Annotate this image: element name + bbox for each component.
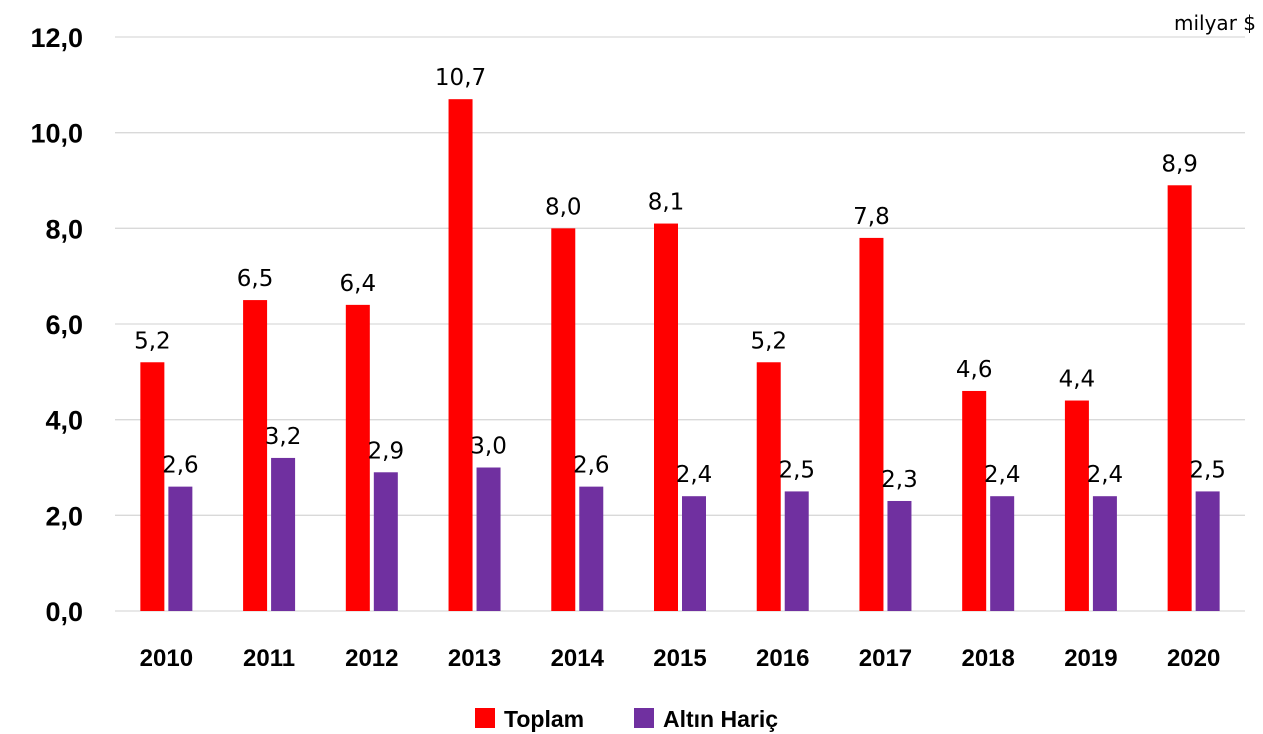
data-label: 2,4: [1087, 462, 1124, 488]
data-label: 2,5: [1189, 457, 1226, 483]
bar-toplam: [1064, 400, 1089, 611]
bar-altin-haric: [682, 496, 706, 611]
legend-label: Altın Hariç: [663, 706, 778, 732]
data-labels: 5,2 6,5 6,4 10,7 8,0 8,1 5,2 7,8 4,6 4,4 8,9 2,6 3,2…: [134, 65, 1226, 493]
bar-toplam: [448, 99, 473, 611]
bar-altin-haric: [1092, 496, 1117, 611]
y-tick-label: 0,0: [45, 597, 83, 627]
data-label: 6,5: [237, 266, 274, 292]
bar-toplam: [551, 228, 576, 612]
y-axis: 0,0 2,0 4,0 6,0 8,0 10,0 12,0: [30, 23, 83, 627]
bar-toplam: [756, 362, 781, 611]
data-label: 6,4: [340, 271, 377, 297]
x-tick-label: 2016: [756, 645, 809, 672]
x-tick-label: 2010: [140, 645, 193, 672]
x-tick-label: 2014: [551, 645, 605, 672]
data-label: 7,8: [853, 204, 890, 230]
bar-toplam: [1167, 185, 1192, 612]
data-label: 4,6: [956, 357, 993, 383]
y-tick-label: 2,0: [45, 501, 83, 531]
y-tick-label: 8,0: [45, 214, 83, 244]
bar-toplam: [654, 223, 678, 612]
bar-toplam: [243, 300, 268, 611]
bar-altin-haric: [990, 496, 1015, 611]
y-tick-label: 6,0: [45, 310, 83, 340]
x-tick-label: 2012: [345, 645, 398, 672]
bar-altin-haric: [168, 486, 193, 611]
legend: Toplam Altın Hariç: [475, 706, 778, 732]
x-axis: 2010 2011 2012 2013 2014 2015 2016 2017 2018 2019…: [140, 645, 1221, 672]
x-tick-label: 2013: [448, 645, 501, 672]
bar-toplam: [859, 237, 884, 611]
data-label: 2,6: [573, 453, 610, 479]
bar-altin-haric: [784, 491, 809, 611]
bar-toplam: [345, 304, 370, 611]
data-label: 8,9: [1161, 151, 1198, 177]
data-label: 5,2: [134, 328, 171, 354]
x-tick-label: 2020: [1167, 645, 1220, 672]
unit-label: milyar $: [1174, 11, 1256, 35]
legend-swatch: [475, 708, 495, 728]
bar-toplam: [962, 390, 987, 611]
bar-altin-haric: [271, 457, 296, 611]
x-tick-label: 2015: [653, 645, 706, 672]
bar-altin-haric: [373, 472, 398, 611]
bar-toplam: [140, 362, 165, 611]
data-label: 2,9: [368, 438, 405, 464]
grid-lines: [115, 36, 1245, 612]
data-label: 2,6: [162, 453, 199, 479]
data-label: 8,0: [545, 194, 582, 220]
data-label: 2,3: [881, 467, 918, 493]
y-tick-label: 4,0: [45, 406, 83, 436]
data-label: 2,4: [984, 462, 1021, 488]
x-tick-label: 2018: [961, 645, 1014, 672]
y-tick-label: 10,0: [30, 119, 83, 149]
bars: [140, 99, 1220, 612]
bar-altin-haric: [1195, 491, 1220, 611]
data-label: 5,2: [750, 328, 787, 354]
bar-altin-haric: [579, 486, 604, 611]
x-tick-label: 2011: [243, 645, 295, 672]
data-label: 2,4: [676, 462, 713, 488]
bar-altin-haric: [887, 500, 912, 611]
data-label: 10,7: [435, 65, 486, 91]
legend-swatch: [634, 708, 654, 728]
data-label: 3,0: [470, 434, 507, 460]
data-label: 4,4: [1059, 367, 1096, 393]
y-tick-label: 12,0: [30, 23, 83, 53]
legend-label: Toplam: [504, 706, 584, 732]
x-tick-label: 2017: [859, 645, 912, 672]
bar-altin-haric: [476, 467, 501, 611]
data-label: 3,2: [265, 424, 302, 450]
data-label: 8,1: [648, 190, 685, 216]
data-label: 2,5: [778, 457, 815, 483]
x-tick-label: 2019: [1064, 645, 1117, 672]
